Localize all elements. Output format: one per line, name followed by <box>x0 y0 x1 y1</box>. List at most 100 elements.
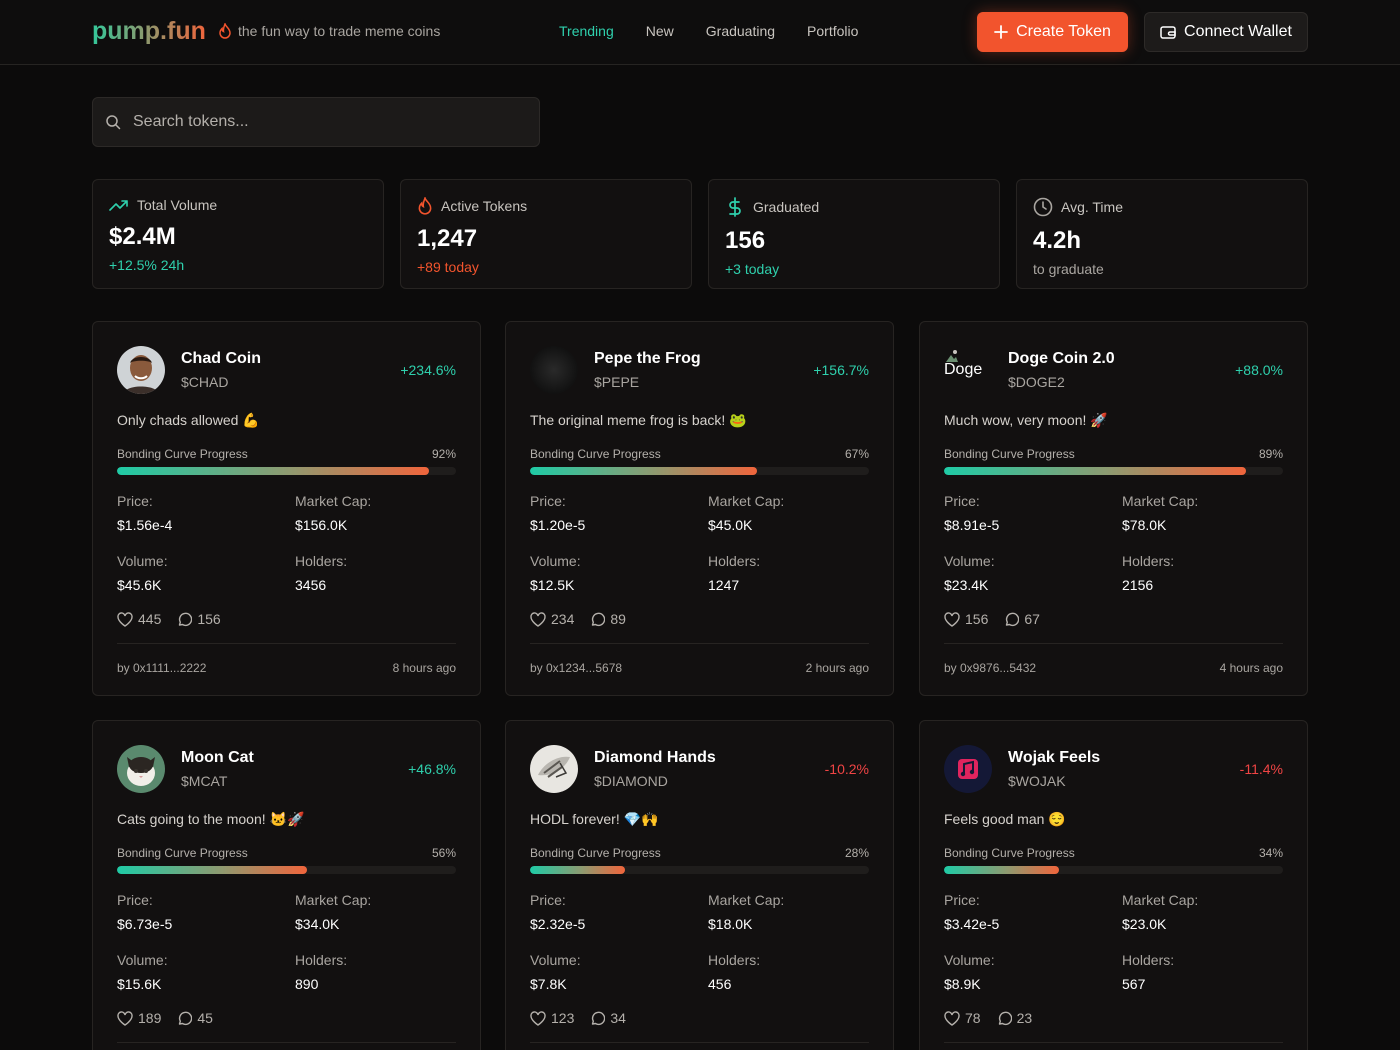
comment-button[interactable]: 34 <box>590 1010 626 1026</box>
progress-bar <box>944 467 1283 475</box>
token-avatar <box>117 745 165 793</box>
token-avatar <box>530 346 578 394</box>
creator-address[interactable]: by 0x1234...5678 <box>530 661 623 675</box>
create-token-label: Create Token <box>1016 23 1111 40</box>
like-button[interactable]: 78 <box>944 1010 981 1026</box>
volume-value: $8.9K <box>944 976 981 992</box>
comment-icon <box>1006 612 1020 626</box>
comment-button[interactable]: 156 <box>177 611 221 627</box>
progress-value: 92% <box>431 447 456 461</box>
token-name: Pepe the Frog <box>594 350 701 367</box>
nav-graduating[interactable]: Graduating <box>705 23 776 39</box>
token-name: Chad Coin <box>181 350 261 367</box>
holders-label: Holders: <box>295 553 348 569</box>
token-description: The original meme frog is back! 🐸 <box>530 412 747 428</box>
market-cap-value: $78.0K <box>1122 517 1167 533</box>
price-change: +234.6% <box>400 362 456 378</box>
progress-bar <box>944 866 1283 874</box>
price-value: $8.91e-5 <box>944 517 1000 533</box>
price-label: Price: <box>944 493 980 509</box>
progress-fill <box>530 467 758 475</box>
volume-label: Volume: <box>117 952 168 968</box>
price-change: -10.2% <box>824 761 869 777</box>
comment-count: 89 <box>610 611 626 627</box>
like-button[interactable]: 234 <box>530 611 574 627</box>
clock-icon <box>1033 197 1053 217</box>
stat-avg-time: Avg. Time 4.2h to graduate <box>1016 179 1308 289</box>
volume-label: Volume: <box>530 553 581 569</box>
holders-value: 1247 <box>708 577 740 593</box>
token-avatar <box>117 346 165 394</box>
comment-count: 23 <box>1016 1010 1033 1026</box>
created-time: 2 hours ago <box>805 661 869 675</box>
comment-button[interactable]: 67 <box>1004 611 1040 627</box>
like-button[interactable]: 445 <box>117 611 161 627</box>
dollar-icon <box>729 197 741 217</box>
price-label: Price: <box>530 892 566 908</box>
stat-value: 1,247 <box>417 225 478 252</box>
creator-address[interactable]: by 0x9876...5432 <box>944 661 1037 675</box>
progress-fill <box>530 866 625 874</box>
card-footer <box>944 1042 1283 1050</box>
holders-value: 456 <box>708 976 732 992</box>
progress-value: 56% <box>431 846 456 860</box>
token-card[interactable]: Wojak Feels $WOJAK -11.4% Feels good man… <box>919 720 1308 1050</box>
stat-sub: +3 today <box>725 261 780 277</box>
market-cap-label: Market Cap: <box>708 892 785 908</box>
trending-up-icon <box>109 200 128 211</box>
comment-count: 45 <box>197 1010 213 1026</box>
like-button[interactable]: 123 <box>530 1010 574 1026</box>
nav-trending[interactable]: Trending <box>559 23 614 39</box>
progress-value: 89% <box>1258 447 1283 461</box>
comment-icon <box>592 612 606 626</box>
stat-label: Avg. Time <box>1061 199 1123 215</box>
comment-button[interactable]: 23 <box>997 1010 1033 1026</box>
like-button[interactable]: 189 <box>117 1010 161 1026</box>
comment-button[interactable]: 89 <box>590 611 626 627</box>
like-button[interactable]: 156 <box>944 611 988 627</box>
search-input[interactable] <box>133 113 513 131</box>
volume-value: $12.5K <box>530 577 575 593</box>
market-cap-label: Market Cap: <box>295 892 372 908</box>
stat-label: Graduated <box>753 199 820 215</box>
plus-icon <box>994 25 1008 39</box>
price-label: Price: <box>944 892 980 908</box>
comment-button[interactable]: 45 <box>177 1010 213 1026</box>
logo[interactable]: pump.fun <box>92 17 206 45</box>
progress-bar <box>530 467 869 475</box>
nav-portfolio[interactable]: Portfolio <box>807 23 859 39</box>
heart-icon <box>117 1010 133 1026</box>
token-description: Feels good man 😌 <box>944 811 1066 827</box>
progress-label: Bonding Curve Progress <box>530 447 661 461</box>
create-token-button[interactable]: Create Token <box>977 12 1128 52</box>
progress-label: Bonding Curve Progress <box>530 846 661 860</box>
card-footer <box>530 1042 869 1050</box>
progress-fill <box>944 866 1060 874</box>
price-value: $2.32e-5 <box>530 916 586 932</box>
comment-icon <box>179 1011 193 1025</box>
volume-label: Volume: <box>117 553 168 569</box>
progress-value: 34% <box>1258 846 1283 860</box>
price-value: $1.56e-4 <box>117 517 173 533</box>
card-footer <box>117 1042 456 1050</box>
progress-bar <box>530 866 869 874</box>
price-value: $6.73e-5 <box>117 916 173 932</box>
like-count: 234 <box>551 611 575 627</box>
heart-icon <box>944 1010 960 1026</box>
price-change: +46.8% <box>408 761 456 777</box>
token-card[interactable]: Diamond Hands $DIAMOND -10.2% HODL forev… <box>505 720 894 1050</box>
token-card[interactable]: Moon Cat $MCAT +46.8% Cats going to the … <box>92 720 481 1050</box>
connect-wallet-button[interactable]: Connect Wallet <box>1144 12 1308 52</box>
creator-address[interactable]: by 0x1111...2222 <box>117 661 207 675</box>
like-count: 189 <box>138 1010 162 1026</box>
token-ticker: $CHAD <box>181 374 229 390</box>
market-cap-label: Market Cap: <box>1122 493 1199 509</box>
token-card[interactable]: Chad Coin $CHAD +234.6% Only chads allow… <box>92 321 481 696</box>
token-card[interactable]: Pepe the Frog $PEPE +156.7% The original… <box>505 321 894 696</box>
heart-icon <box>530 1010 546 1026</box>
token-card[interactable]: Doge Doge Coin 2.0 $DOGE2 +88.0% Much wo… <box>919 321 1308 696</box>
nav-new[interactable]: New <box>645 23 674 39</box>
broken-image-icon <box>946 350 958 362</box>
volume-label: Volume: <box>944 952 995 968</box>
progress-label: Bonding Curve Progress <box>117 447 248 461</box>
